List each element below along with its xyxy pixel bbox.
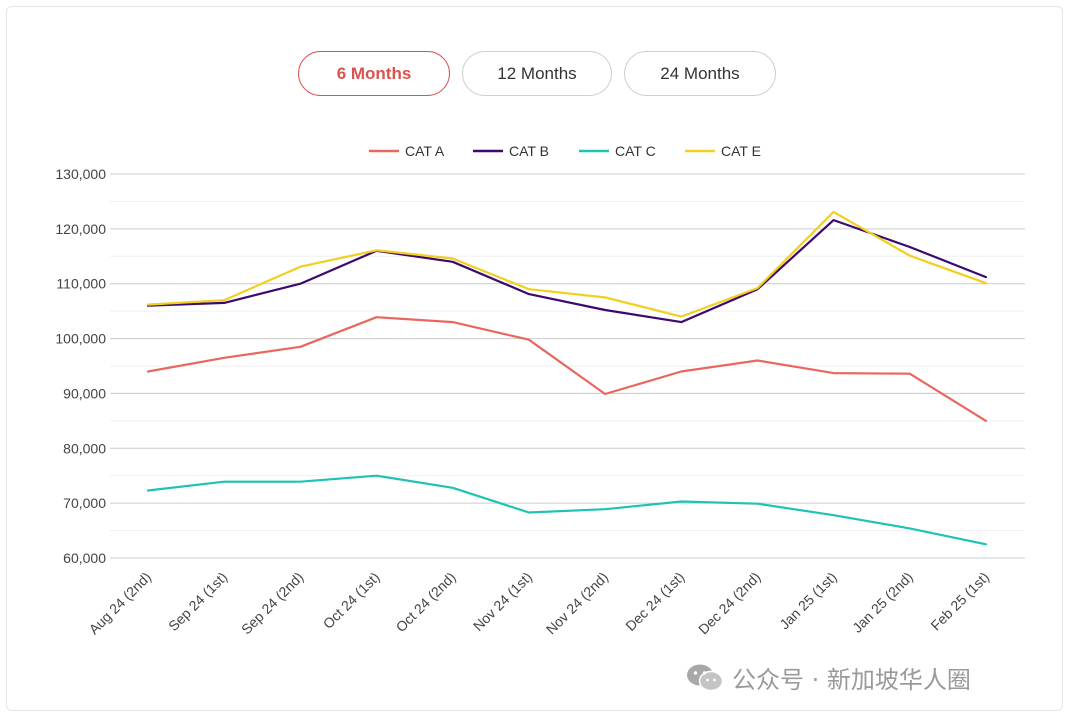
series-line-cat-b (146, 219, 988, 324)
y-tick-label: 70,000 (63, 495, 106, 511)
legend-label[interactable]: CAT E (721, 143, 761, 159)
x-axis: Aug 24 (2nd) Sep 24 (1st) Sep 24 (2nd) Oct … (86, 569, 993, 638)
x-tick-label: Nov 24 (2nd) (543, 569, 612, 638)
series-line-cat-a (146, 316, 988, 422)
series-line-cat-e (146, 210, 988, 318)
x-tick-label: Oct 24 (1st) (320, 569, 383, 632)
legend-label[interactable]: CAT A (405, 143, 445, 159)
y-tick-label: 120,000 (55, 221, 106, 237)
y-tick-label: 130,000 (55, 166, 106, 182)
x-tick-label: Aug 24 (2nd) (86, 569, 155, 638)
legend: CAT A CAT B CAT C CAT E (369, 143, 761, 159)
tab-12-months[interactable]: 12 Months (462, 51, 612, 96)
x-tick-label: Jan 25 (2nd) (849, 569, 916, 636)
x-tick-label: Feb 25 (1st) (927, 569, 992, 634)
tab-24-months[interactable]: 24 Months (624, 51, 776, 96)
grid-lines (110, 173, 1025, 559)
y-tick-label: 80,000 (63, 440, 106, 456)
series-line-cat-c (146, 474, 988, 546)
period-tabs: 6 Months 12 Months 24 Months (298, 51, 776, 96)
tab-6-months[interactable]: 6 Months (298, 51, 450, 96)
y-tick-label: 110,000 (56, 276, 106, 292)
y-tick-label: 90,000 (63, 385, 106, 401)
watermark-text: 公众号 · 新加坡华人圈 (732, 666, 971, 694)
chart-card (6, 6, 1063, 711)
y-tick-label: 60,000 (63, 550, 106, 566)
x-tick-label: Dec 24 (2nd) (695, 569, 764, 638)
x-tick-label: Oct 24 (2nd) (393, 569, 459, 635)
series-lines (146, 210, 988, 546)
y-axis: 60,000 70,000 80,000 90,000 100,000 110,000 12… (55, 166, 106, 566)
legend-label[interactable]: CAT B (509, 143, 549, 159)
x-tick-label: Sep 24 (2nd) (238, 569, 307, 638)
wechat-icon (687, 664, 724, 691)
x-tick-label: Dec 24 (1st) (622, 569, 687, 634)
x-tick-label: Jan 25 (1st) (776, 569, 840, 633)
x-tick-label: Nov 24 (1st) (470, 569, 535, 634)
y-tick-label: 100,000 (55, 331, 106, 347)
x-tick-label: Sep 24 (1st) (165, 569, 230, 634)
legend-label[interactable]: CAT C (615, 143, 656, 159)
watermark: 公众号 · 新加坡华人圈 (686, 660, 971, 695)
